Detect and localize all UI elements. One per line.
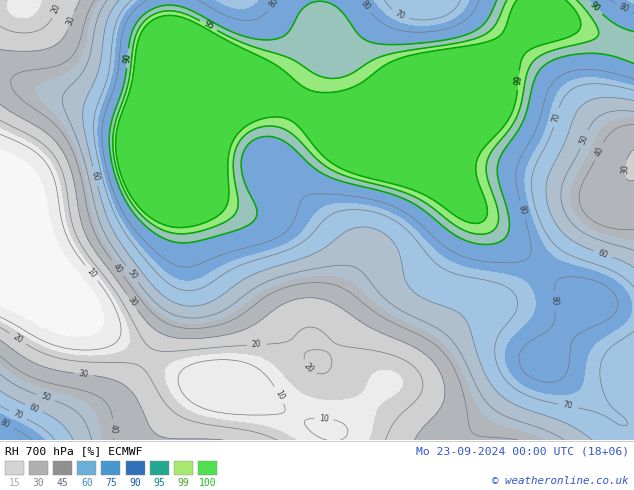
Text: 20: 20 bbox=[11, 332, 24, 345]
Text: 30: 30 bbox=[33, 478, 44, 488]
Text: 10: 10 bbox=[273, 389, 285, 401]
Text: 70: 70 bbox=[394, 8, 406, 21]
Text: © weatheronline.co.uk: © weatheronline.co.uk bbox=[493, 476, 629, 486]
Text: 99: 99 bbox=[178, 478, 189, 488]
Text: 20: 20 bbox=[252, 340, 262, 349]
Text: 99: 99 bbox=[514, 75, 523, 85]
Text: 80: 80 bbox=[268, 0, 280, 9]
Bar bbox=[53, 461, 72, 475]
Text: 80: 80 bbox=[550, 295, 559, 306]
Text: 40: 40 bbox=[111, 262, 124, 275]
Text: 75: 75 bbox=[105, 478, 117, 488]
Text: 70: 70 bbox=[11, 409, 24, 421]
Text: RH 700 hPa [%] ECMWF: RH 700 hPa [%] ECMWF bbox=[5, 446, 143, 456]
Text: 95: 95 bbox=[202, 19, 215, 32]
Text: 80: 80 bbox=[517, 204, 528, 216]
Bar bbox=[101, 461, 120, 475]
Text: 20: 20 bbox=[302, 361, 315, 374]
Text: 30: 30 bbox=[79, 369, 89, 379]
Text: 10: 10 bbox=[319, 414, 329, 423]
Text: 70: 70 bbox=[562, 401, 574, 411]
Text: 90: 90 bbox=[122, 53, 133, 64]
Text: 60: 60 bbox=[81, 478, 93, 488]
Text: 80: 80 bbox=[618, 2, 630, 15]
Bar bbox=[29, 461, 48, 475]
Text: 60: 60 bbox=[90, 171, 101, 182]
Text: 80: 80 bbox=[0, 418, 11, 430]
Text: 95: 95 bbox=[202, 19, 215, 32]
Bar bbox=[150, 461, 169, 475]
Text: 90: 90 bbox=[122, 53, 133, 64]
Text: 45: 45 bbox=[57, 478, 68, 488]
Text: 50: 50 bbox=[40, 392, 52, 403]
Text: 90: 90 bbox=[588, 0, 602, 14]
Text: 95: 95 bbox=[153, 478, 165, 488]
Bar bbox=[5, 461, 24, 475]
Text: 40: 40 bbox=[108, 423, 118, 434]
Text: Mo 23-09-2024 00:00 UTC (18+06): Mo 23-09-2024 00:00 UTC (18+06) bbox=[416, 446, 629, 456]
Text: 50: 50 bbox=[126, 268, 139, 281]
Text: 100: 100 bbox=[198, 478, 216, 488]
Text: 60: 60 bbox=[597, 248, 609, 260]
Text: 30: 30 bbox=[65, 15, 77, 27]
Bar bbox=[77, 461, 96, 475]
Text: 40: 40 bbox=[593, 146, 605, 158]
Text: 60: 60 bbox=[28, 402, 41, 415]
Text: 30: 30 bbox=[126, 295, 139, 309]
Text: 70: 70 bbox=[550, 111, 562, 123]
Text: 15: 15 bbox=[9, 478, 20, 488]
Text: 99: 99 bbox=[514, 75, 523, 85]
Text: 30: 30 bbox=[620, 164, 630, 174]
Text: 10: 10 bbox=[85, 267, 98, 279]
Text: 50: 50 bbox=[578, 133, 590, 146]
Bar bbox=[126, 461, 145, 475]
Text: 80: 80 bbox=[358, 0, 372, 12]
Bar bbox=[174, 461, 193, 475]
Text: 90: 90 bbox=[588, 0, 602, 14]
Bar bbox=[198, 461, 217, 475]
Text: 90: 90 bbox=[129, 478, 141, 488]
Text: 20: 20 bbox=[50, 2, 63, 15]
